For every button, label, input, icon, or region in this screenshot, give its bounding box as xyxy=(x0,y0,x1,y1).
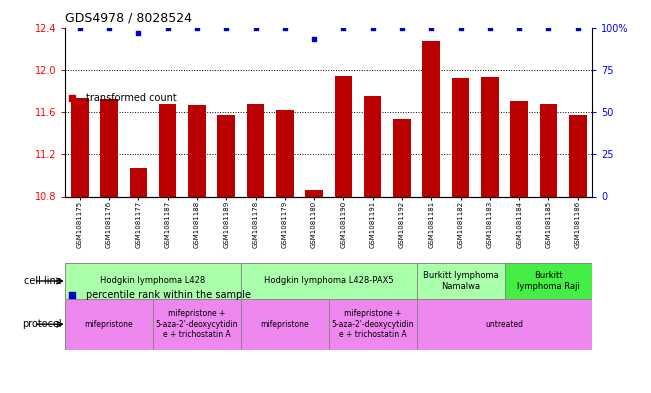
Bar xyxy=(505,263,592,299)
Bar xyxy=(188,105,206,196)
Text: untreated: untreated xyxy=(486,320,523,329)
Bar xyxy=(569,115,587,196)
Bar xyxy=(65,263,241,299)
Point xyxy=(250,24,260,31)
Bar xyxy=(540,104,557,196)
Text: percentile rank within the sample: percentile rank within the sample xyxy=(86,290,251,300)
Text: mifepristone: mifepristone xyxy=(260,320,309,329)
Point xyxy=(514,24,524,31)
Bar xyxy=(71,98,89,196)
Point xyxy=(104,24,115,31)
Point xyxy=(484,24,495,31)
Point xyxy=(426,24,436,31)
Point xyxy=(280,24,290,31)
Bar xyxy=(241,299,329,350)
Point xyxy=(572,24,583,31)
Bar xyxy=(417,263,505,299)
Text: Hodgkin lymphoma L428-PAX5: Hodgkin lymphoma L428-PAX5 xyxy=(264,277,394,285)
Bar xyxy=(422,41,440,196)
Text: Burkitt
lymphoma Raji: Burkitt lymphoma Raji xyxy=(517,271,580,291)
Bar xyxy=(329,299,417,350)
Bar xyxy=(247,104,264,196)
Bar xyxy=(364,96,381,196)
Bar xyxy=(153,299,241,350)
Text: Hodgkin lymphoma L428: Hodgkin lymphoma L428 xyxy=(100,277,206,285)
Bar xyxy=(417,299,592,350)
Text: cell line: cell line xyxy=(24,276,62,286)
Point xyxy=(455,24,465,31)
Point xyxy=(74,24,85,31)
Bar xyxy=(65,299,153,350)
Bar xyxy=(276,110,294,196)
Point xyxy=(66,376,77,382)
Point xyxy=(133,29,143,36)
Text: mifepristone: mifepristone xyxy=(85,320,133,329)
Text: mifepristone +
5-aza-2'-deoxycytidin
e + trichostatin A: mifepristone + 5-aza-2'-deoxycytidin e +… xyxy=(331,309,414,339)
Point xyxy=(163,24,173,31)
Point xyxy=(309,36,319,42)
Bar xyxy=(481,77,499,196)
Text: protocol: protocol xyxy=(22,319,62,329)
Bar xyxy=(452,78,469,196)
Point xyxy=(367,24,378,31)
Bar xyxy=(100,99,118,196)
Bar xyxy=(217,115,235,196)
Bar xyxy=(130,168,147,196)
Point xyxy=(66,356,77,363)
Bar xyxy=(159,104,176,196)
Bar xyxy=(241,263,417,299)
Text: GDS4978 / 8028524: GDS4978 / 8028524 xyxy=(65,12,192,25)
Point xyxy=(396,24,408,31)
Bar xyxy=(393,119,411,196)
Point xyxy=(339,24,349,31)
Text: mifepristone +
5-aza-2'-deoxycytidin
e + trichostatin A: mifepristone + 5-aza-2'-deoxycytidin e +… xyxy=(156,309,238,339)
Bar xyxy=(335,76,352,196)
Bar xyxy=(305,190,323,196)
Text: Burkitt lymphoma
Namalwa: Burkitt lymphoma Namalwa xyxy=(422,271,499,291)
Text: transformed count: transformed count xyxy=(86,93,176,103)
Bar xyxy=(510,101,528,196)
Point xyxy=(221,24,232,31)
Point xyxy=(543,24,553,31)
Point xyxy=(191,24,202,31)
